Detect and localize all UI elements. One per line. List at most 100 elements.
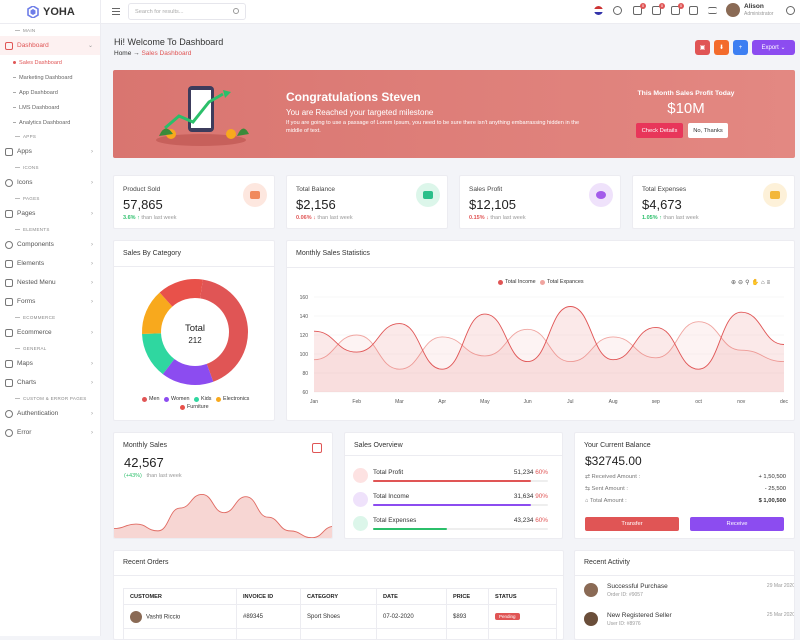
activity-item[interactable]: Successful Purchase Order ID: #9057 29 M… xyxy=(584,582,795,610)
card-icon xyxy=(763,183,787,207)
search-input[interactable]: Search for results... xyxy=(128,3,246,20)
breadcrumb-home[interactable]: Home xyxy=(114,50,131,57)
col-date[interactable]: DATE xyxy=(377,589,447,605)
message-icon[interactable]: 0 xyxy=(671,6,680,15)
overview-name: Total Profit xyxy=(373,469,403,476)
zoom-in-icon[interactable]: ⊕ xyxy=(731,280,738,286)
x-tick-label: Aug xyxy=(609,399,618,405)
sidebar-item-ecommerce[interactable]: Ecommerce› xyxy=(0,323,100,342)
activity-item[interactable]: New Registered Seller User ID: #8976 25 … xyxy=(584,611,795,639)
no-thanks-button[interactable]: No, Thanks xyxy=(688,123,728,138)
overview-row-income: Total Income 31,634 90% xyxy=(353,490,548,512)
stat-value: 57,865 xyxy=(123,197,163,212)
cell-status: Pending xyxy=(489,605,557,629)
legend-item-expances[interactable]: Total Expances xyxy=(540,279,584,285)
balance-value: $32745.00 xyxy=(585,454,642,468)
avatar[interactable] xyxy=(726,3,740,17)
banner-subtitle: You are Reached your targeted milestone xyxy=(286,108,433,117)
profit-label: This Month Sales Profit Today xyxy=(625,90,747,97)
table-row[interactable]: Vashti Riccio #89345 Sport Shoes 07-02-2… xyxy=(124,605,557,629)
fullscreen-icon[interactable] xyxy=(689,6,698,15)
menu-toggle-icon[interactable] xyxy=(112,8,120,17)
zoom-out-icon[interactable]: ⊖ xyxy=(738,280,745,286)
card-title: Your Current Balance xyxy=(575,433,794,449)
gear-icon xyxy=(5,410,13,418)
map-icon xyxy=(5,360,13,368)
sidebar-item-charts[interactable]: Charts› xyxy=(0,373,100,392)
section-apps: APPS xyxy=(0,130,100,142)
legend-dot xyxy=(180,405,185,410)
col-category[interactable]: CATEGORY xyxy=(301,589,377,605)
sidebar-item-authentication[interactable]: Authentication› xyxy=(0,404,100,423)
sidebar-item-label: Nested Menu xyxy=(17,279,56,286)
sidebar-sub-app[interactable]: App Dashboard xyxy=(0,85,100,100)
sidebar-item-elements[interactable]: Elements› xyxy=(0,254,100,273)
sidebar-sub-analytics[interactable]: Analytics Dashboard xyxy=(0,115,100,130)
sidebar-item-pages[interactable]: Pages› xyxy=(0,204,100,223)
bag-icon xyxy=(312,443,322,453)
add-button[interactable]: + xyxy=(733,40,748,55)
section-elements: ELEMENTS xyxy=(0,223,100,235)
x-tick-label: Mar xyxy=(395,399,404,405)
col-invoice[interactable]: INVOICE ID xyxy=(237,589,301,605)
flag-icon[interactable] xyxy=(594,6,603,15)
download-button[interactable]: ⬇ xyxy=(714,40,729,55)
sidebar-item-icons[interactable]: Icons› xyxy=(0,173,100,192)
sidebar-sub-lms[interactable]: LMS Dashboard xyxy=(0,100,100,115)
cart-icon[interactable]: 0 xyxy=(633,6,642,15)
stat-value: $4,673 xyxy=(642,197,682,212)
legend-item-men: Men xyxy=(142,396,160,402)
stat-value: $12,105 xyxy=(469,197,516,212)
recent-orders-card: Recent Orders CUSTOMER INVOICE ID CATEGO… xyxy=(113,550,564,640)
welcome-banner: Congratulations Steven You are Reached y… xyxy=(113,70,795,158)
stat-label: Product Sold xyxy=(123,186,160,193)
moon-icon[interactable] xyxy=(613,6,622,15)
sidebar-item-nested-menu[interactable]: Nested Menu› xyxy=(0,273,100,292)
stat-card-total-expenses: Total Expenses $4,673 1.05% ↑ than last … xyxy=(632,175,795,229)
pan-icon[interactable]: ✋ xyxy=(751,280,760,286)
menu-icon[interactable] xyxy=(708,7,717,14)
table-row[interactable] xyxy=(124,629,557,640)
col-price[interactable]: PRICE xyxy=(447,589,489,605)
sidebar-item-components[interactable]: Components› xyxy=(0,235,100,254)
sidebar-item-dashboard[interactable]: Dashboard⌄ xyxy=(0,36,100,55)
chart-menu-icon[interactable]: ≡ xyxy=(767,280,773,286)
legend-item-income[interactable]: Total Income xyxy=(498,279,536,285)
progress-bar xyxy=(373,480,548,482)
chevron-down-icon: ⌄ xyxy=(780,44,785,51)
grid-icon xyxy=(5,148,13,156)
x-tick-label: Feb xyxy=(352,399,361,405)
col-customer[interactable]: CUSTOMER xyxy=(124,589,237,605)
sidebar-item-error[interactable]: Error› xyxy=(0,423,100,442)
banner-title: Congratulations Steven xyxy=(286,90,421,104)
monthly-sales-statistics-card: Monthly Sales Statistics Total Income To… xyxy=(286,240,795,421)
cart-button[interactable]: ▣ xyxy=(695,40,710,55)
donut-center-value: 212 xyxy=(170,336,220,345)
col-status[interactable]: STATUS xyxy=(489,589,557,605)
sidebar-item-label: Forms xyxy=(17,298,35,305)
profit-icon xyxy=(353,468,368,483)
legend-dot xyxy=(216,397,221,402)
activity-sub: Order ID: #9057 xyxy=(607,592,643,598)
stat-label: Total Expenses xyxy=(642,186,686,193)
bell-icon[interactable]: 0 xyxy=(652,6,661,15)
compass-icon xyxy=(5,241,13,249)
sidebar-sub-sales[interactable]: Sales Dashboard xyxy=(0,55,100,70)
sidebar-item-maps[interactable]: Maps› xyxy=(0,354,100,373)
send-icon: ⇆ xyxy=(585,486,590,492)
expenses-icon xyxy=(353,516,368,531)
check-details-button[interactable]: Check Details xyxy=(636,123,683,138)
sidebar-sub-marketing[interactable]: Marketing Dashboard xyxy=(0,70,100,85)
chart-toolbar[interactable]: ⊕⊖⚲✋⌂≡ xyxy=(731,279,772,286)
brand-name: YOHA xyxy=(43,6,75,18)
sidebar-item-forms[interactable]: Forms› xyxy=(0,292,100,311)
export-button[interactable]: Export ⌄ xyxy=(752,40,795,55)
receive-button[interactable]: Receive xyxy=(690,517,784,531)
logo[interactable]: YOHA xyxy=(0,0,100,24)
settings-gear-icon[interactable] xyxy=(786,6,795,15)
section-custom: CUSTOM & ERROR PAGES xyxy=(0,392,100,404)
transfer-button[interactable]: Transfer xyxy=(585,517,679,531)
sidebar-item-apps[interactable]: Apps› xyxy=(0,142,100,161)
sidebar-item-label: Apps xyxy=(17,148,32,155)
